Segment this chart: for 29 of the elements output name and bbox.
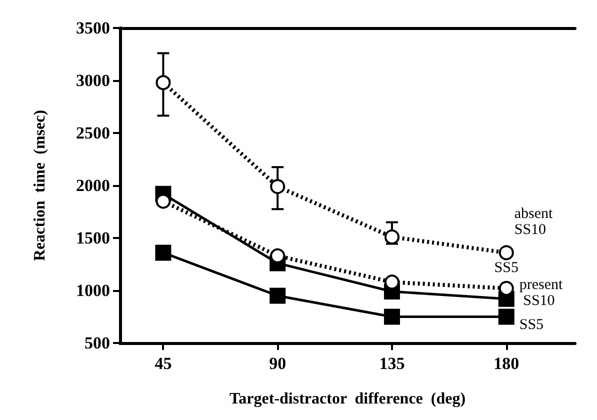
x-tick-label: 180 xyxy=(494,354,520,373)
y-tick-label: 3500 xyxy=(76,18,110,38)
y-tick-label: 2500 xyxy=(76,124,110,142)
y-tick-label: 1000 xyxy=(76,281,110,300)
x-axis-title: Target-distractor difference (deg) xyxy=(229,390,466,408)
y-tick-label: 3000 xyxy=(76,71,110,90)
x-tick-label: 90 xyxy=(269,354,286,373)
y-tick-label: 500 xyxy=(84,334,110,352)
point xyxy=(498,245,514,260)
series-label: SS5 xyxy=(519,316,544,333)
y-axis-title: Reaction time (msec) xyxy=(32,110,48,262)
point xyxy=(384,274,400,290)
point xyxy=(384,308,400,325)
x-tick-label: 45 xyxy=(154,354,172,373)
point xyxy=(270,179,286,194)
point xyxy=(498,280,514,296)
series-label: absent SS10 xyxy=(514,206,556,238)
point xyxy=(156,75,171,90)
point xyxy=(155,244,172,261)
series-label: SS5 xyxy=(494,260,518,276)
point xyxy=(270,248,286,264)
y-tick-label: 2000 xyxy=(76,176,110,195)
y-tick-label: 1500 xyxy=(76,228,110,248)
point xyxy=(384,229,400,244)
x-tick-label: 135 xyxy=(379,354,405,373)
point xyxy=(498,308,514,325)
series-label: present SS10 xyxy=(519,276,564,309)
point xyxy=(270,288,286,304)
point xyxy=(156,194,171,209)
